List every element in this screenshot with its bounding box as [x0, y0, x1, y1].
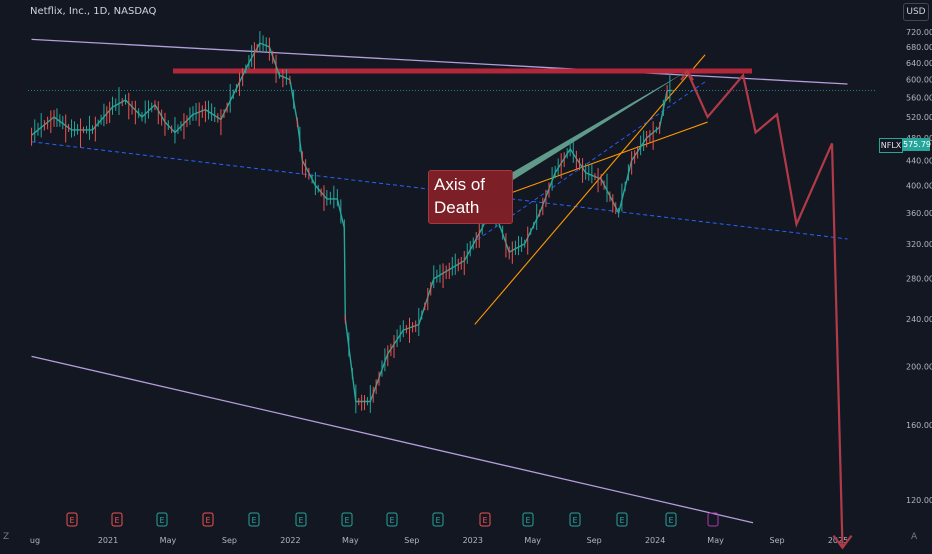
- callout-line-1: Axis of: [434, 175, 486, 194]
- svg-text:E: E: [69, 516, 74, 525]
- svg-text:E: E: [668, 516, 673, 525]
- earnings-marker[interactable]: E: [202, 512, 214, 527]
- callout-pointer: [513, 71, 688, 180]
- x-tick-label: 2022: [280, 536, 300, 545]
- last-price-label: 575.79: [903, 138, 931, 151]
- y-tick-label: 640.00: [906, 59, 932, 68]
- y-tick-label: 680.00: [906, 43, 932, 52]
- y-tick-label: 440.00: [906, 157, 932, 166]
- x-tick-label: Sep: [222, 536, 237, 545]
- x-tick-label: May: [160, 536, 177, 545]
- upper-channel-line: [31, 38, 848, 85]
- y-tick-label: 200.00: [906, 363, 932, 372]
- axis-of-death-callout[interactable]: Axis of Death: [428, 170, 513, 224]
- earnings-marker-upcoming[interactable]: [707, 512, 719, 527]
- earnings-marker[interactable]: E: [616, 512, 628, 527]
- callout-line-2: Death: [434, 198, 480, 217]
- y-tick-label: 400.00: [906, 182, 932, 191]
- x-tick-label: 2021: [98, 536, 118, 545]
- auto-scale-button[interactable]: A: [911, 532, 918, 542]
- earnings-marker[interactable]: E: [156, 512, 168, 527]
- projection-peak-arrow: [680, 69, 694, 81]
- earnings-marker[interactable]: E: [248, 512, 260, 527]
- svg-text:E: E: [251, 516, 256, 525]
- orange-channel-upper: [474, 54, 706, 325]
- x-tick-label: 2024: [645, 536, 665, 545]
- channel-midline: [31, 141, 848, 240]
- orange-channel-midline: [476, 81, 706, 241]
- x-tick-label: May: [707, 536, 724, 545]
- svg-text:E: E: [572, 516, 577, 525]
- earnings-marker[interactable]: E: [111, 512, 123, 527]
- earnings-marker[interactable]: E: [665, 512, 677, 527]
- projection-path: [686, 70, 844, 548]
- chart-title: Netflix, Inc., 1D, NASDAQ: [30, 6, 157, 17]
- x-tick-label: May: [342, 536, 359, 545]
- projection-arrowhead: [832, 534, 853, 550]
- svg-text:E: E: [298, 516, 303, 525]
- x-tick-label: Sep: [404, 536, 419, 545]
- x-tick-label: Sep: [587, 536, 602, 545]
- y-tick-label: 280.00: [906, 275, 932, 284]
- svg-text:E: E: [114, 516, 119, 525]
- y-tick-label: 720.00: [906, 28, 932, 37]
- symbol-label: NFLX: [879, 138, 903, 153]
- svg-text:E: E: [482, 516, 487, 525]
- svg-text:E: E: [525, 516, 530, 525]
- y-tick-label: 320.00: [906, 240, 932, 249]
- svg-text:E: E: [205, 516, 210, 525]
- earnings-marker[interactable]: E: [386, 512, 398, 527]
- earnings-marker[interactable]: E: [432, 512, 444, 527]
- y-tick-label: 560.00: [906, 94, 932, 103]
- earnings-marker[interactable]: E: [569, 512, 581, 527]
- y-tick-label: 520.00: [906, 113, 932, 122]
- earnings-marker[interactable]: E: [295, 512, 307, 527]
- y-tick-label: 160.00: [906, 421, 932, 430]
- svg-text:E: E: [389, 516, 394, 525]
- lower-channel-line: [31, 355, 754, 524]
- earnings-marker[interactable]: E: [66, 512, 78, 527]
- earnings-marker[interactable]: E: [479, 512, 491, 527]
- svg-text:E: E: [435, 516, 440, 525]
- earnings-marker[interactable]: E: [341, 512, 353, 527]
- x-tick-label: Sep: [770, 536, 785, 545]
- price-series-line: [31, 42, 673, 403]
- orange-channel-lower: [474, 121, 708, 207]
- y-tick-label: 600.00: [906, 76, 932, 85]
- svg-text:E: E: [159, 516, 164, 525]
- y-tick-label: 360.00: [906, 209, 932, 218]
- zoom-button[interactable]: Z: [3, 532, 10, 542]
- svg-text:E: E: [619, 516, 624, 525]
- x-tick-label: ug: [30, 536, 40, 545]
- currency-button[interactable]: USD: [903, 3, 929, 21]
- earnings-marker[interactable]: E: [522, 512, 534, 527]
- x-tick-label: May: [524, 536, 541, 545]
- svg-text:E: E: [344, 516, 349, 525]
- y-tick-label: 240.00: [906, 315, 932, 324]
- x-tick-label: 2023: [463, 536, 483, 545]
- y-tick-label: 120.00: [906, 496, 932, 505]
